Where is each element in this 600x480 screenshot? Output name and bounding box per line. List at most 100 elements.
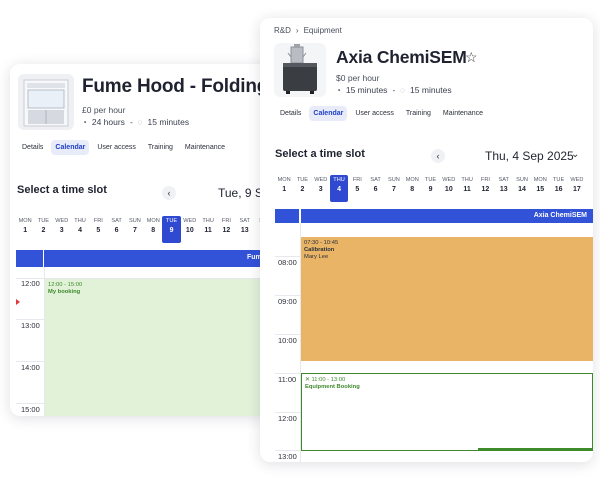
time-label: 13:00 [21, 321, 40, 330]
event-title: Equipment Booking [305, 384, 360, 390]
day-cell[interactable]: SAT 6 [366, 175, 384, 202]
calibration-event[interactable]: 07:30 - 10:45 Calibration Mary Lee [301, 237, 593, 361]
breadcrumb-root[interactable]: R&D [274, 26, 291, 35]
day-name: FRI [93, 218, 103, 224]
tab-calendar[interactable]: Calendar [51, 140, 90, 155]
day-cell[interactable]: MON 1 [16, 216, 34, 243]
tab-maintenance[interactable]: Maintenance [442, 110, 484, 117]
day-number: 11 [463, 186, 471, 193]
current-time-marker [16, 299, 20, 305]
min-duration-label: 15 minutes [410, 85, 452, 95]
day-cell[interactable]: SAT 6 [107, 216, 125, 243]
prev-day-button[interactable]: ‹ [431, 149, 445, 163]
day-name: TUE [165, 218, 178, 224]
day-name: THU [333, 177, 345, 183]
day-cell[interactable]: THU 4 [71, 216, 89, 243]
day-cell[interactable]: MON 1 [275, 175, 293, 202]
page-title: Axia ChemiSEM [336, 47, 467, 67]
day-number: 15 [536, 186, 545, 193]
day-number: 10 [444, 186, 453, 193]
day-number: 13 [240, 227, 249, 234]
day-name: THU [202, 218, 214, 224]
tab-calendar[interactable]: Calendar [309, 106, 348, 121]
tab-user-access[interactable]: User access [355, 110, 394, 117]
day-name: MON [533, 177, 547, 183]
day-number: 2 [41, 227, 46, 234]
day-cell[interactable]: MON 8 [144, 216, 162, 243]
day-cell[interactable]: WED 10 [440, 175, 458, 202]
day-cell[interactable]: SUN 7 [126, 216, 144, 243]
column-header: Axia ChemiSEM [533, 212, 587, 219]
tab-details[interactable]: Details [22, 144, 44, 151]
spinner-icon: ◌ [137, 117, 143, 127]
day-cell[interactable]: SUN 14 [513, 175, 531, 202]
day-cell[interactable]: TUE 2 [293, 175, 311, 202]
booking-label: My booking [48, 289, 81, 295]
tab-user-access[interactable]: User access [97, 144, 136, 151]
day-number: 8 [410, 186, 415, 193]
day-cell[interactable]: WED 3 [312, 175, 330, 202]
day-number: 8 [151, 227, 156, 234]
day-name: THU [461, 177, 473, 183]
duration-row: ◔ 15 minutes - ◌ 15 minutes [336, 85, 452, 95]
breadcrumb-child[interactable]: Equipment [303, 26, 342, 35]
day-number: 10 [185, 227, 194, 234]
axia-chemisem-image [274, 43, 326, 97]
day-name: MON [18, 218, 32, 224]
grid-line [16, 278, 272, 279]
day-number: 12 [222, 227, 231, 234]
day-name: TUE [37, 218, 50, 224]
tab-details[interactable]: Details [280, 110, 302, 117]
duration-label: 15 minutes [345, 85, 388, 95]
day-number: 5 [96, 227, 101, 234]
day-cell[interactable]: TUE 2 [34, 216, 52, 243]
day-cell[interactable]: WED 10 [181, 216, 199, 243]
day-cell[interactable]: FRI 12 [217, 216, 235, 243]
day-cell[interactable]: THU 11 [199, 216, 217, 243]
fume-hood-card: Fume Hood - Folding £0 per hour ◔ 24 hou… [10, 64, 272, 416]
day-cell[interactable]: WED 17 [568, 175, 586, 202]
day-cell[interactable]: FRI 5 [348, 175, 366, 202]
day-name: SAT [111, 218, 122, 224]
day-name: WED [183, 218, 197, 224]
day-cell[interactable]: SUN 7 [385, 175, 403, 202]
spinner-icon: ◌ [400, 85, 406, 95]
prev-day-button[interactable]: ‹ [162, 186, 176, 200]
tab-training[interactable]: Training [405, 110, 431, 117]
my-booking-block[interactable]: 12:00 - 15:00 My booking [45, 279, 272, 416]
duration-label: 24 hours [91, 117, 125, 127]
slot-title: Select a time slot [17, 184, 107, 196]
star-icon[interactable]: ☆ [465, 49, 478, 65]
tab-training[interactable]: Training [147, 144, 173, 151]
day-name: MON [277, 177, 291, 183]
day-cell[interactable]: THU 4 [329, 175, 349, 202]
day-number: 14 [518, 186, 526, 193]
day-number: 3 [59, 227, 64, 234]
duration-row: ◔ 24 hours - ◌ 15 minutes [82, 117, 189, 127]
booking-time: 12:00 - 15:00 [48, 282, 83, 288]
day-name: MON [146, 218, 160, 224]
day-cell[interactable]: TUE 9 [162, 216, 181, 243]
day-name: FRI [480, 177, 490, 183]
day-cell[interactable]: SAT 13 [495, 175, 513, 202]
day-cell[interactable]: THU 11 [458, 175, 476, 202]
chevron-down-icon[interactable]: ⌄ [571, 149, 580, 160]
day-name: TUE [553, 177, 565, 183]
day-cell[interactable]: TUE 9 [421, 175, 439, 202]
day-name: WED [570, 177, 584, 183]
day-name: FRI [352, 177, 362, 183]
day-cell[interactable]: SAT 13 [236, 216, 254, 243]
day-cell[interactable]: TUE 16 [549, 175, 567, 202]
price-label: £0 per hour [82, 105, 126, 115]
grid-line [44, 267, 45, 416]
day-cell[interactable]: MON 8 [403, 175, 421, 202]
chevron-right-icon: › [295, 26, 299, 35]
equipment-booking-event[interactable]: ✕ 11:00 - 13:00 Equipment Booking [301, 373, 593, 451]
day-cell[interactable]: FRI 12 [476, 175, 494, 202]
day-cell[interactable]: MON 15 [531, 175, 549, 202]
day-cell[interactable]: FRI 5 [89, 216, 107, 243]
day-cell[interactable]: WED 3 [53, 216, 71, 243]
resize-handle[interactable] [478, 448, 593, 450]
tab-maintenance[interactable]: Maintenance [184, 144, 226, 151]
day-number: 6 [114, 227, 119, 234]
